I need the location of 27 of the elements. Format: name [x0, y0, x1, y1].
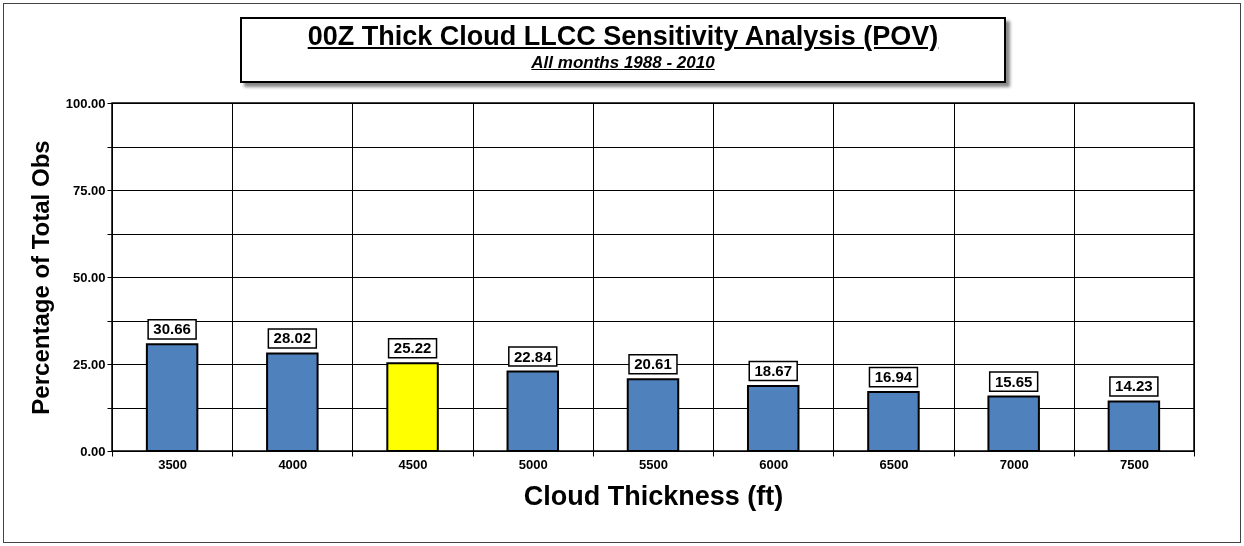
data-label: 20.61 [634, 355, 672, 373]
x-tick-label: 4500 [398, 456, 428, 472]
y-tick-label: 0.00 [80, 443, 106, 459]
chart-subtitle: All months 1988 - 2010 [530, 53, 716, 73]
x-tick-label: 7000 [999, 456, 1029, 472]
data-label: 15.65 [994, 372, 1033, 390]
x-tick-label: 7500 [1119, 456, 1149, 472]
data-label: 16.94 [874, 368, 913, 386]
y-tick-label: 25.00 [72, 356, 106, 372]
y-tick-label: 100.00 [65, 95, 106, 111]
x-tick-label: 6000 [759, 456, 789, 472]
chart-title: 00Z Thick Cloud LLCC Sensitivity Analysis (POV) [306, 21, 940, 52]
x-tick-label: 5000 [518, 456, 548, 472]
x-axis-title: Cloud Thickness (ft) [523, 480, 784, 511]
data-label: 22.84 [514, 347, 553, 365]
y-axis-title: Percentage of Total Obs [26, 140, 54, 415]
x-tick-label: 6500 [879, 456, 909, 472]
x-tick-label: 4000 [278, 456, 308, 472]
x-tick-label: 5500 [639, 456, 668, 472]
y-tick-label: 75.00 [72, 182, 106, 198]
y-tick-label: 50.00 [72, 269, 106, 285]
data-label: 30.66 [153, 320, 191, 338]
data-label: 28.02 [273, 329, 312, 347]
data-label: 25.22 [393, 339, 432, 357]
data-label: 18.67 [754, 362, 792, 380]
x-tick-label: 3500 [158, 456, 188, 472]
data-label: 14.23 [1115, 377, 1153, 395]
